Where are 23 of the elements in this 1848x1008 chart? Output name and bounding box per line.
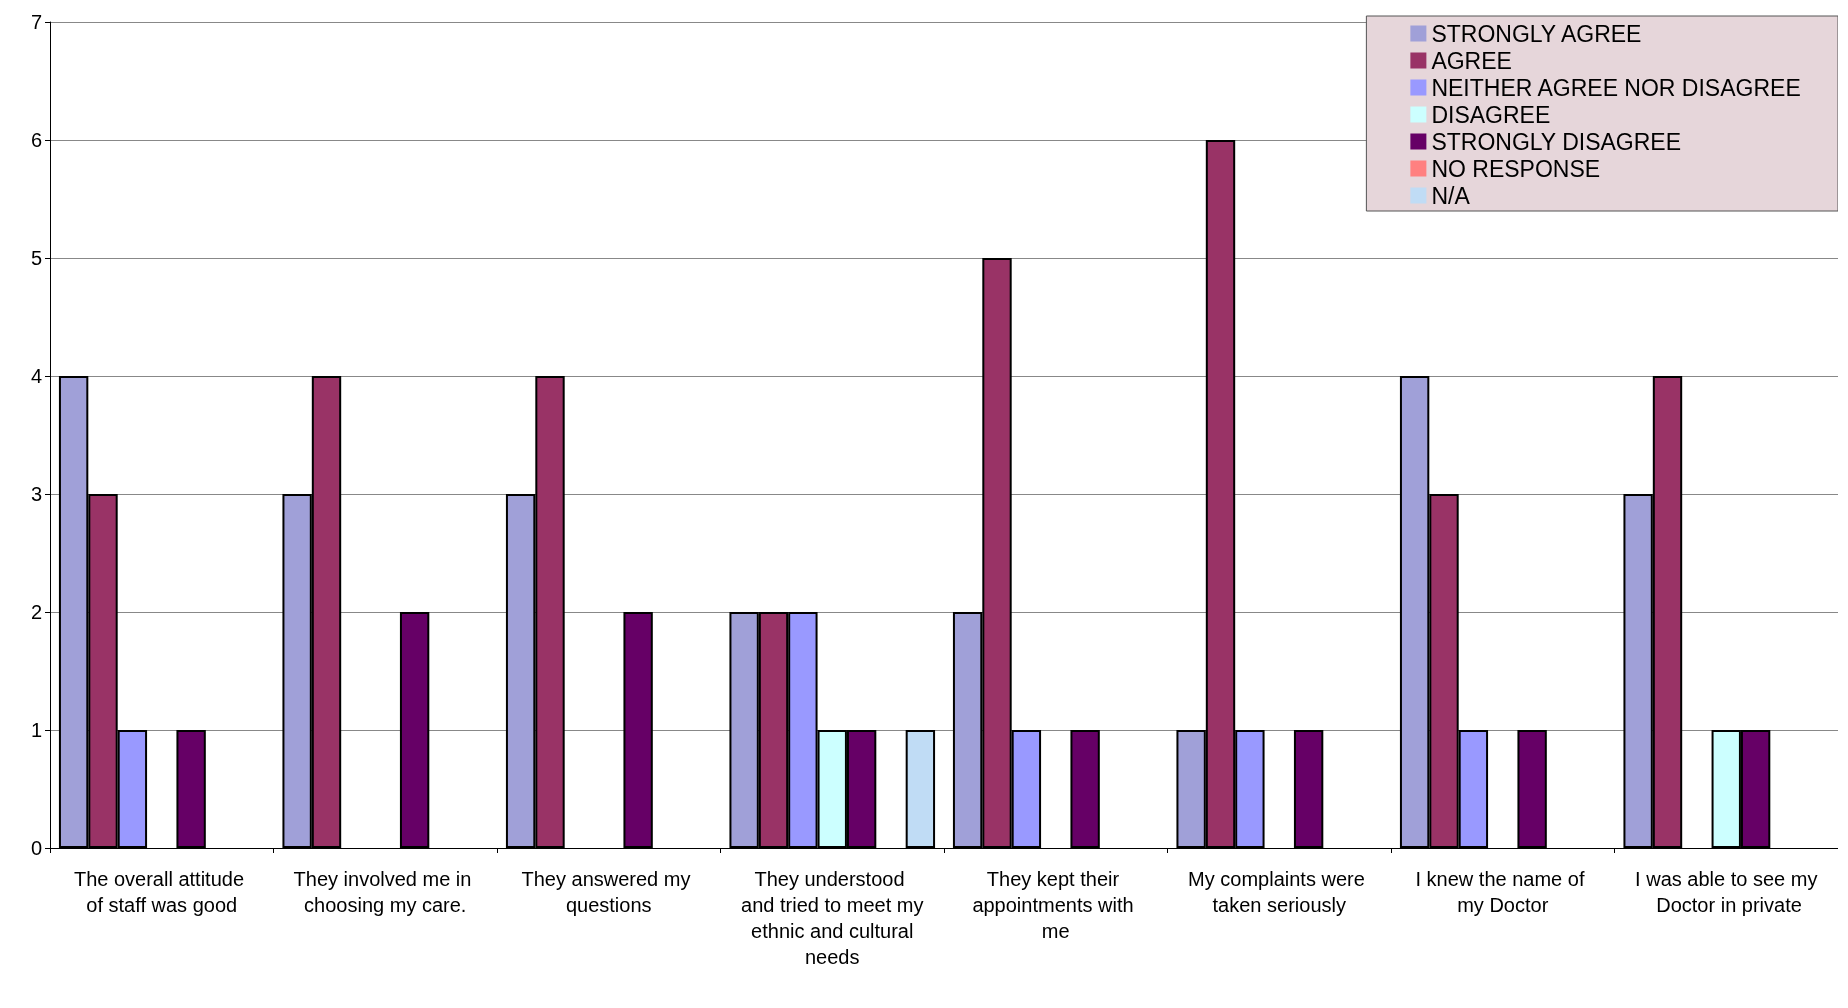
legend-label: N/A: [1431, 182, 1471, 209]
x-tick-label: I was able to see my Doctor in private: [1635, 868, 1818, 916]
x-tick-label: They understood and tried to meet my ethnic and cultural needs: [741, 868, 924, 968]
legend-label: AGREE: [1431, 47, 1512, 74]
x-tick-label: They kept their appointments with me: [972, 868, 1140, 942]
y-tick-label: 6: [30, 129, 42, 151]
x-tick-label: The overall attitude of staff was good: [73, 868, 250, 916]
y-tick-label: 4: [30, 365, 42, 387]
y-tick-label: 2: [30, 601, 42, 623]
y-tick-label: 0: [30, 837, 42, 859]
x-tick-label: They answered my questions: [521, 868, 697, 916]
legend-label: NEITHER AGREE NOR DISAGREE: [1431, 74, 1801, 101]
y-tick-label: 5: [30, 247, 42, 269]
y-tick-label: 7: [30, 11, 42, 33]
legend-label: STRONGLY DISAGREE: [1431, 128, 1682, 155]
x-tick-label: I knew the name of my Doctor: [1415, 868, 1591, 916]
y-tick-label: 1: [30, 719, 42, 741]
legend-label: NO RESPONSE: [1431, 155, 1601, 182]
legend-label: DISAGREE: [1431, 101, 1551, 128]
x-tick-label: My complaints were taken seriously: [1188, 868, 1371, 916]
x-tick-label: They involved me in choosing my care.: [293, 868, 477, 916]
y-tick-label: 3: [30, 483, 42, 505]
legend-label: STRONGLY AGREE: [1431, 20, 1642, 47]
